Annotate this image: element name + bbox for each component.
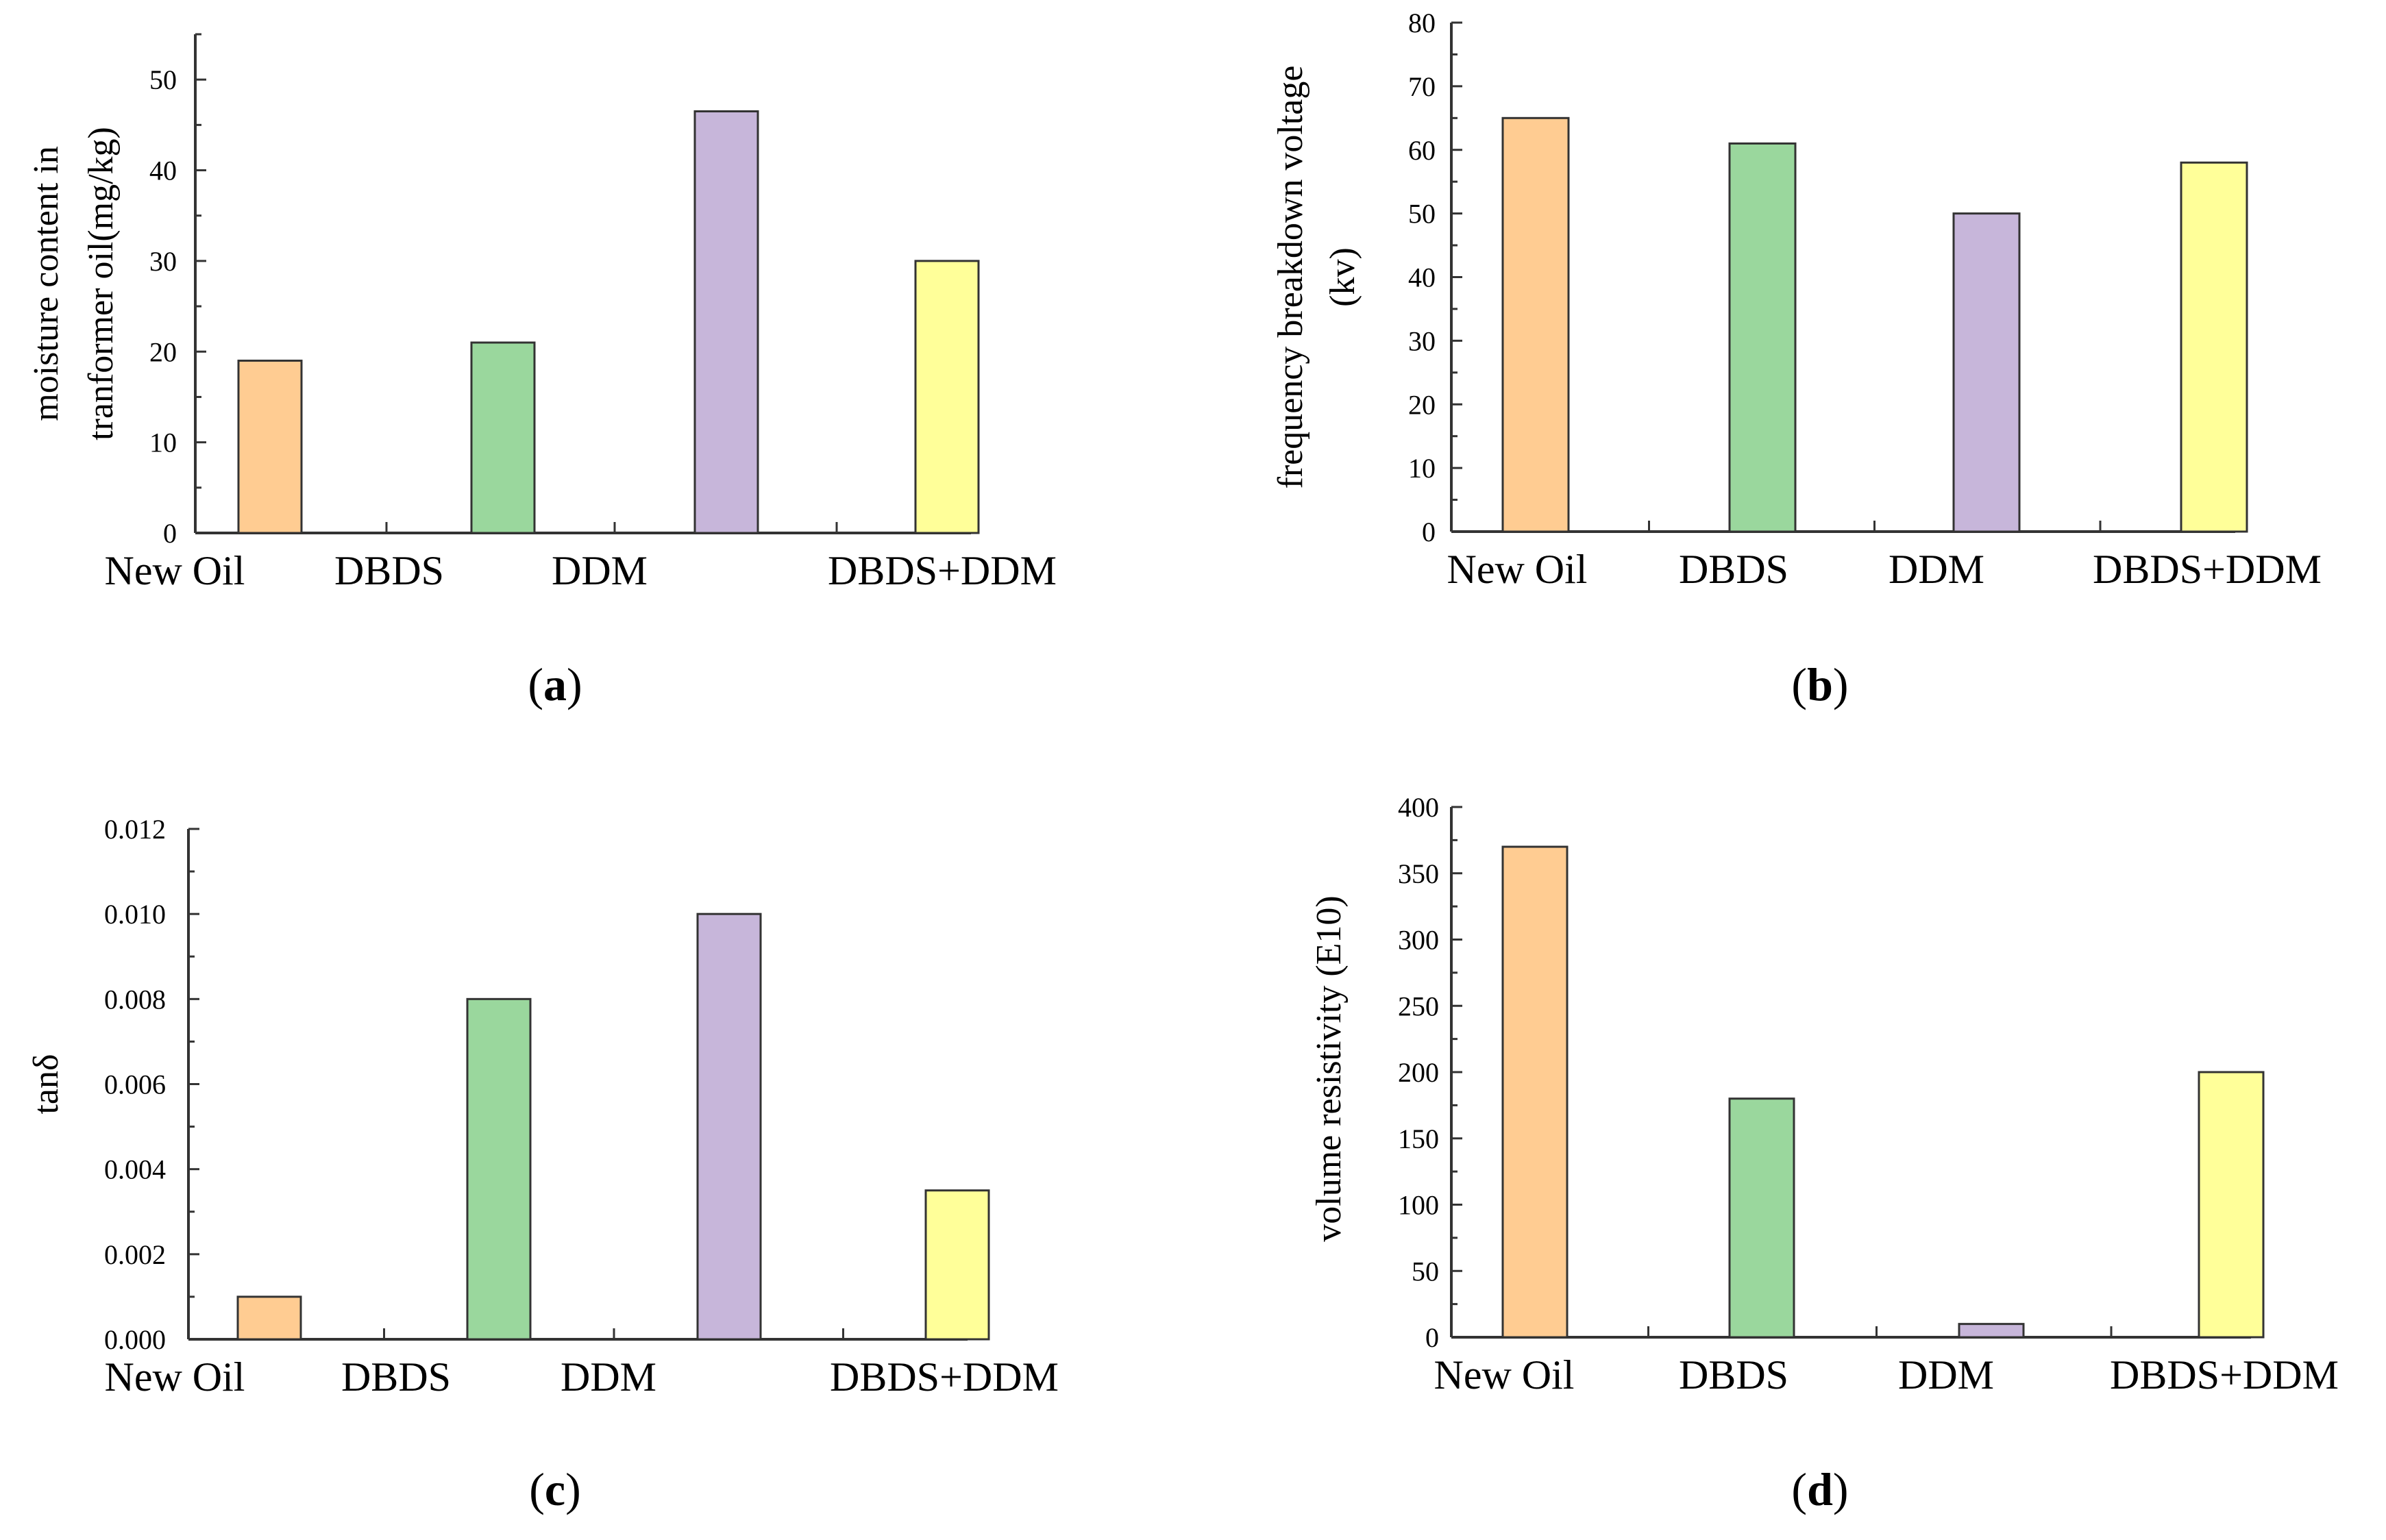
panel-label-d: (d)	[1791, 1463, 1849, 1515]
x-category-label: DDM	[1898, 1352, 1994, 1398]
x-category-label: DBDS	[341, 1354, 451, 1400]
y-tick-label: 0.008	[104, 984, 166, 1015]
bar-dbds	[466, 997, 532, 1341]
y-tick-label: 200	[1398, 1057, 1439, 1088]
y-tick-label: 30	[1408, 325, 1436, 356]
bar-ddm	[696, 912, 762, 1341]
y-axis-title: (kv)	[1323, 247, 1362, 307]
chart-d: 0 50 100 150 200 250 300 350 400 New Oil DBDS DDM DB…	[1309, 792, 2339, 1398]
y-tick-label: 20	[1408, 389, 1436, 420]
y-tick-label: 50	[1412, 1256, 1439, 1287]
y-tick-label: 60	[1408, 135, 1436, 166]
x-category-label: New Oil	[1434, 1352, 1575, 1398]
x-category-label: DBDS	[1679, 547, 1788, 592]
bar-dbds	[1728, 142, 1797, 533]
bar-new-oil	[1501, 845, 1569, 1339]
y-tick-label: 0.012	[104, 814, 166, 845]
bar-ddm	[1958, 1323, 2025, 1339]
x-category-label: DDM	[552, 548, 648, 593]
bar-dbds	[470, 341, 536, 534]
y-tick-label: 0.002	[104, 1239, 166, 1270]
bar-dbds-ddm	[2180, 161, 2248, 533]
panel-label-c: (c)	[529, 1463, 581, 1515]
bar-dbds-ddm	[914, 260, 980, 534]
bar-ddm	[693, 110, 759, 534]
y-tick-label: 0.006	[104, 1069, 166, 1100]
panel-label-a: (a)	[528, 658, 582, 710]
chart-c: 0.000 0.002 0.004 0.006 0.008 0.010 0.012 New O…	[27, 814, 1059, 1400]
bar-new-oil	[236, 1295, 302, 1341]
y-tick-label: 0	[1425, 1322, 1439, 1353]
y-axis-title: moisture content in	[27, 146, 66, 421]
x-category-label: DBDS+DDM	[2093, 547, 2322, 592]
bar-dbds-ddm	[924, 1189, 990, 1341]
bar-ddm	[1952, 212, 2021, 533]
y-tick-label: 0.000	[104, 1324, 166, 1355]
x-category-label: DDM	[561, 1354, 656, 1400]
y-axis-title: tanδ	[27, 1054, 66, 1114]
y-tick-label: 350	[1398, 858, 1439, 889]
y-tick-label: 0.010	[104, 899, 166, 930]
x-category-label: New Oil	[1447, 547, 1588, 592]
y-tick-label: 40	[1408, 262, 1436, 293]
y-tick-label: 50	[1408, 199, 1436, 229]
bar-new-oil	[237, 360, 303, 534]
bar-new-oil	[1501, 116, 1570, 533]
x-category-label: DBDS+DDM	[830, 1354, 1059, 1400]
y-tick-label: 250	[1398, 991, 1439, 1021]
y-tick-label: 400	[1398, 792, 1439, 823]
y-tick-label: 70	[1408, 71, 1436, 102]
x-category-label: DBDS	[334, 548, 444, 593]
y-axis-title: frequency breakdown voltage	[1271, 66, 1310, 489]
y-axis-title: volume resistivity (E10)	[1309, 895, 1349, 1241]
y-tick-label: 300	[1398, 925, 1439, 956]
x-category-label: New Oil	[105, 548, 245, 593]
y-tick-label: 150	[1398, 1123, 1439, 1154]
y-tick-label: 0	[1422, 517, 1436, 547]
y-tick-label: 80	[1408, 8, 1436, 38]
y-tick-label: 0	[163, 518, 177, 549]
y-tick-label: 30	[149, 246, 177, 277]
x-category-label: DBDS	[1679, 1352, 1788, 1398]
bar-dbds-ddm	[2198, 1071, 2265, 1339]
x-category-label: DBDS+DDM	[2110, 1352, 2339, 1398]
y-axis-title: tranformer oil(mg/kg)	[82, 127, 121, 440]
y-tick-label: 20	[149, 336, 177, 367]
chart-a: 0 10 20 30 40 50 New Oil DBDS DDM DBDS+DDM moistur…	[27, 33, 1057, 593]
y-tick-label: 0.004	[104, 1154, 166, 1185]
y-tick-label: 40	[149, 156, 177, 186]
y-tick-label: 100	[1398, 1190, 1439, 1221]
y-tick-label: 10	[149, 427, 177, 458]
y-tick-label: 10	[1408, 453, 1436, 484]
x-category-label: DDM	[1889, 547, 1984, 592]
chart-b: 0 10 20 30 40 50 60 70 80 New Oil DBDS DDM DBDS+DDM f…	[1271, 8, 2322, 592]
panel-label-b: (b)	[1791, 658, 1849, 710]
bar-dbds	[1728, 1097, 1795, 1339]
y-tick-label: 50	[149, 64, 177, 95]
x-category-label: New Oil	[105, 1354, 245, 1400]
x-category-label: DBDS+DDM	[828, 548, 1057, 593]
